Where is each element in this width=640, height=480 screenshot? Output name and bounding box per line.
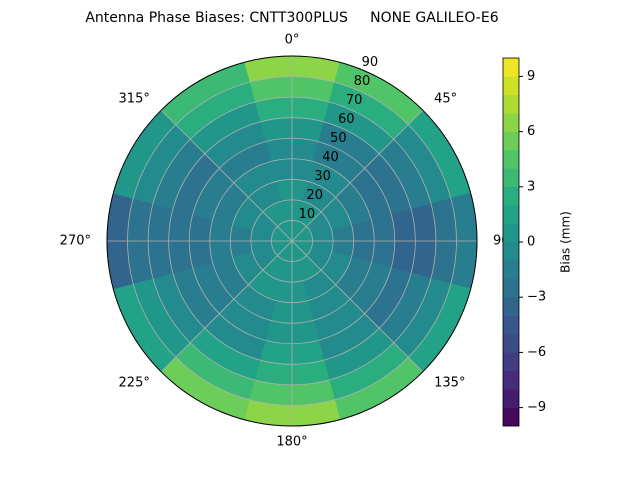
theta-tick-label: 180° [276, 435, 307, 450]
theta-tick-label: 315° [119, 91, 150, 106]
r-tick-label: 60 [338, 112, 355, 127]
colorbar-band [503, 352, 519, 372]
r-tick-label: 30 [314, 169, 331, 184]
colorbar-tick-label: 6 [527, 124, 535, 139]
colorbar-band [503, 58, 519, 77]
colorbar-band [503, 389, 519, 408]
angular-grid-line [160, 240, 293, 373]
polar-frame [106, 55, 478, 427]
angular-grid-line [291, 109, 424, 242]
chart-title: Antenna Phase Biases: CNTT300PLUS NONE G… [85, 10, 498, 26]
colorbar-band [503, 113, 519, 132]
colorbar-tick-label: −6 [527, 345, 546, 360]
r-tick-label: 20 [307, 188, 324, 203]
colorbar-band [503, 334, 519, 353]
r-tick-label: 80 [354, 74, 371, 89]
colorbar-band [503, 297, 519, 316]
r-tick-label: 90 [362, 55, 379, 70]
colorbar-tick-label: −9 [527, 400, 546, 415]
theta-tick-label: 270° [60, 234, 91, 249]
theta-tick-label: 225° [119, 376, 150, 391]
colorbar-tick-label: −3 [527, 290, 546, 305]
r-tick-label: 40 [322, 150, 339, 165]
colorbar-band [503, 278, 519, 298]
colorbar-band [503, 94, 519, 114]
colorbar-band [503, 186, 519, 206]
r-tick-label: 10 [299, 207, 316, 222]
colorbar-tick-label: 3 [527, 179, 535, 194]
angular-grid-line [160, 109, 293, 242]
colorbar-tick-label: 0 [527, 235, 535, 250]
colorbar-band [503, 260, 519, 280]
colorbar-band [503, 168, 519, 188]
colorbar-band [503, 131, 519, 151]
colorbar-tick-label: 9 [527, 69, 535, 84]
colorbar-band [503, 407, 519, 427]
theta-tick-label: 45° [434, 91, 457, 106]
colorbar-band [503, 315, 519, 335]
r-tick-label: 50 [330, 131, 347, 146]
colorbar-band [503, 76, 519, 96]
colorbar-band [503, 150, 519, 169]
r-tick-label: 70 [346, 93, 363, 108]
colorbar-band [503, 242, 519, 261]
theta-tick-label: 0° [285, 33, 300, 48]
colorbar-label: Bias (mm) [559, 211, 573, 273]
colorbar-band [503, 370, 519, 390]
angular-grid-line [291, 240, 424, 373]
theta-tick-label: 135° [434, 376, 465, 391]
colorbar-band [503, 223, 519, 243]
colorbar-band [503, 205, 519, 224]
